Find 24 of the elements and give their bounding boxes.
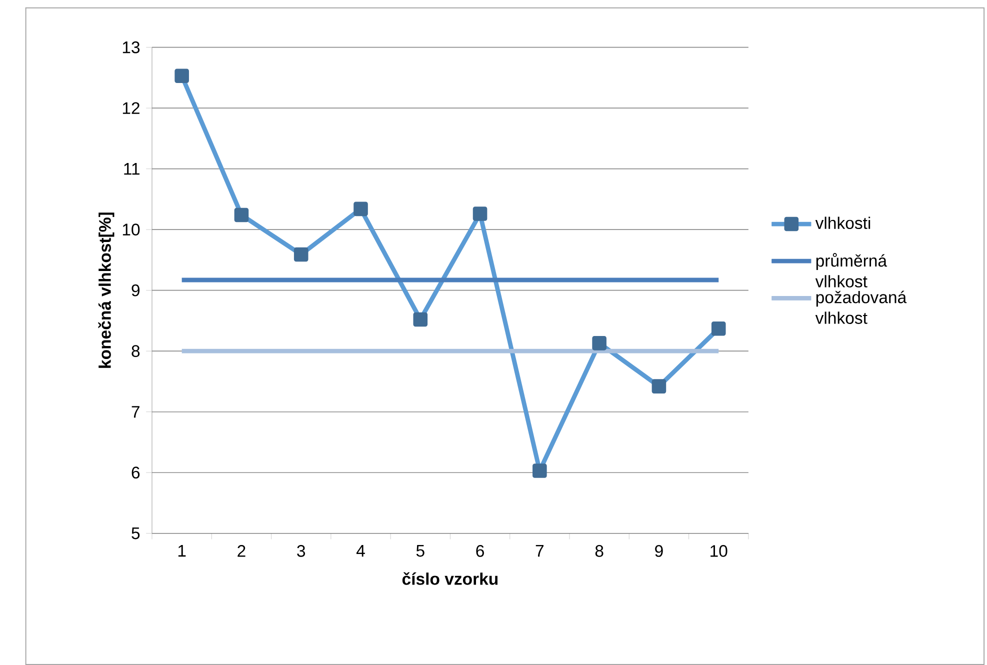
legend-label: vlhkosti (815, 216, 870, 229)
x-tick-label: 1 (178, 544, 186, 556)
x-tick-label: 9 (655, 544, 663, 557)
x-tick-label: 10 (710, 544, 728, 557)
x-tick-label: 7 (536, 544, 544, 556)
y-axis-title: konečná vlhkost[%] (98, 212, 114, 368)
y-tick-label: 7 (132, 406, 140, 418)
y-tick-label: 9 (132, 284, 140, 296)
y-tick-label: 8 (132, 344, 140, 357)
x-tick-label: 5 (416, 544, 424, 557)
x-tick-label: 8 (595, 544, 604, 557)
y-tick-label: 11 (124, 162, 140, 174)
y-tick-label: 5 (132, 527, 140, 539)
y-tick-label: 10 (122, 223, 140, 236)
x-tick-label: 6 (476, 544, 484, 557)
x-tick-label: 2 (238, 544, 246, 557)
y-tick-label: 13 (122, 41, 140, 54)
y-tick-label: 6 (132, 466, 140, 478)
legend-label: průměrná vlhkost (815, 252, 888, 288)
x-tick-label: 3 (297, 544, 306, 557)
x-tick-label: 4 (356, 544, 365, 556)
y-tick-label: 12 (122, 102, 140, 114)
x-axis-title: číslo vzorku (402, 572, 498, 585)
legend-label: požadovaná vlhkost (815, 290, 907, 324)
